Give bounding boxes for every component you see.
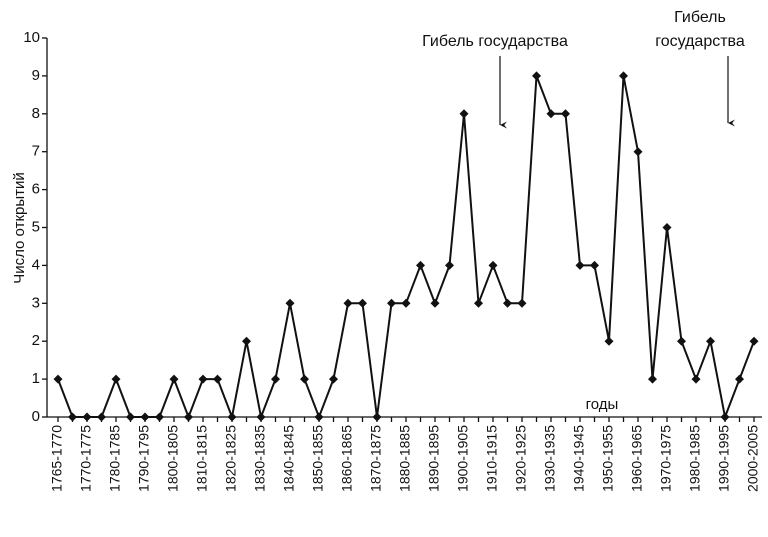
x-tick-label: 1840-1845	[281, 425, 297, 492]
x-tick-label: 1900-1905	[455, 425, 471, 492]
marker	[677, 336, 686, 346]
marker	[97, 412, 106, 422]
marker	[735, 374, 744, 384]
marker	[720, 412, 730, 422]
x-tick-label: 1850-1855	[310, 425, 326, 492]
x-tick-label: 1830-1835	[252, 425, 268, 492]
marker	[300, 374, 309, 384]
x-tick-label: 1810-1815	[194, 425, 210, 492]
marker	[256, 412, 266, 422]
x-tick-label: 1940-1945	[571, 425, 587, 492]
y-tick-label: 9	[32, 67, 40, 84]
y-tick-label: 0	[32, 408, 40, 425]
marker	[68, 412, 77, 422]
x-tick-label: 1800-1805	[165, 425, 181, 492]
marker	[691, 374, 701, 384]
marker	[488, 260, 498, 270]
x-tick-label: 1820-1825	[223, 425, 239, 492]
x-tick-label: 1950-1955	[600, 425, 616, 492]
x-tick-label: 1790-1795	[136, 425, 152, 492]
x-axis-label: годы	[586, 396, 619, 413]
marker	[546, 109, 556, 119]
annotation: государства	[655, 33, 745, 50]
marker	[343, 298, 353, 308]
x-tick-label: 1970-1975	[658, 425, 674, 492]
marker	[169, 374, 179, 384]
marker	[140, 412, 150, 422]
marker	[604, 336, 614, 346]
marker	[227, 412, 237, 422]
marker	[459, 109, 469, 119]
marker	[242, 336, 251, 346]
marker	[633, 147, 643, 157]
marker	[416, 260, 425, 270]
marker	[271, 374, 280, 384]
x-tick-label: 1890-1895	[426, 425, 442, 492]
annotation: Гибель	[674, 9, 726, 26]
marker	[126, 412, 135, 422]
marker	[155, 412, 164, 422]
marker	[82, 412, 92, 422]
x-tick-label: 1770-1775	[78, 425, 94, 492]
marker	[590, 260, 599, 270]
x-tick-label: 1980-1985	[687, 425, 703, 492]
x-tick-label: 1780-1785	[107, 425, 123, 492]
marker	[285, 298, 295, 308]
marker	[749, 336, 759, 346]
y-tick-label: 8	[32, 105, 40, 122]
marker	[314, 412, 324, 422]
marker	[503, 298, 512, 308]
y-tick-label: 3	[32, 294, 40, 311]
line	[57, 75, 755, 421]
marker	[517, 298, 527, 308]
marker	[561, 109, 570, 119]
x-tick-label: 1880-1885	[397, 425, 413, 492]
y-tick-label: 6	[32, 181, 40, 198]
x-tick-label: 1860-1865	[339, 425, 355, 492]
x-tick-label: 1960-1965	[629, 425, 645, 492]
x-tick-label: 2000-2005	[745, 425, 761, 492]
x-tick-label: 1765-1770	[49, 425, 65, 492]
marker	[706, 336, 715, 346]
marker	[575, 260, 585, 270]
marker	[430, 298, 440, 308]
marker	[648, 374, 657, 384]
y-tick-label: 5	[32, 218, 40, 235]
x-tick-label: 1910-1915	[484, 425, 500, 492]
x-tick-label: 1920-1925	[513, 425, 529, 492]
y-tick-label: 10	[23, 29, 40, 46]
marker	[111, 374, 121, 384]
marker	[198, 374, 208, 384]
marker	[445, 260, 454, 270]
marker	[213, 374, 222, 384]
marker	[329, 374, 338, 384]
y-axis-label: Число открытий	[11, 172, 28, 284]
y-tick-label: 1	[32, 370, 40, 387]
y-tick-label: 2	[32, 332, 40, 349]
marker	[619, 71, 628, 81]
marker	[662, 223, 672, 232]
marker	[53, 374, 63, 384]
x-tick-label: 1990-1995	[716, 425, 732, 492]
marker	[358, 298, 367, 308]
y-tick-label: 4	[32, 256, 40, 273]
marker	[372, 412, 382, 422]
marker	[184, 412, 193, 422]
y-tick-label: 7	[32, 143, 40, 160]
x-tick-label: 1930-1935	[542, 425, 558, 492]
marker	[532, 71, 541, 81]
marker	[387, 298, 396, 308]
x-tick-label: 1870-1875	[368, 425, 384, 492]
marker	[474, 298, 483, 308]
annotation: Гибель государства	[422, 33, 568, 50]
marker	[401, 298, 411, 308]
